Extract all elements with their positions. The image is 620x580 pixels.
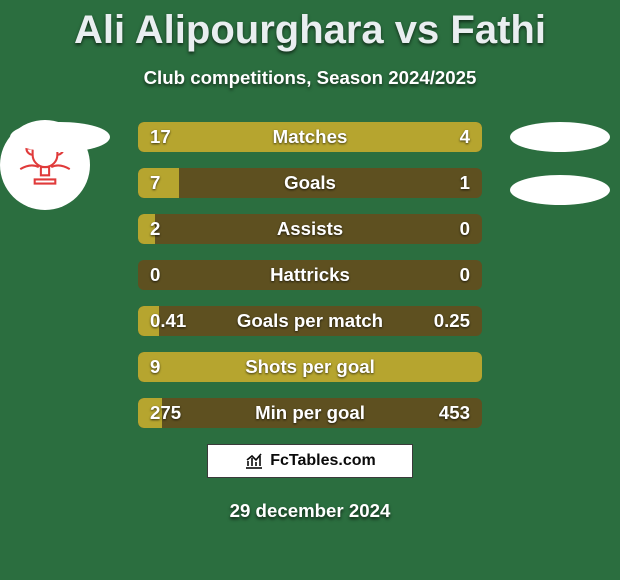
stat-bars: 174Matches 71Goals 20Assists 00Hattricks 0.4…	[138, 122, 482, 444]
source-badge: FcTables.com	[207, 444, 413, 478]
player-right-avatar	[510, 122, 610, 152]
stat-row: 275453Min per goal	[138, 398, 482, 428]
footer-date: 29 december 2024	[0, 500, 620, 522]
stat-row-label: Hattricks	[138, 260, 482, 290]
stat-row: 71Goals	[138, 168, 482, 198]
stat-row-label: Assists	[138, 214, 482, 244]
player-left-avatar	[10, 122, 110, 152]
stat-row-label: Goals per match	[138, 306, 482, 336]
team-right-avatar	[510, 175, 610, 205]
stat-row: 0.410.25Goals per match	[138, 306, 482, 336]
stat-row: 174Matches	[138, 122, 482, 152]
source-text: FcTables.com	[270, 452, 376, 470]
stat-row-label: Goals	[138, 168, 482, 198]
stat-row: 00Hattricks	[138, 260, 482, 290]
stat-row-label: Min per goal	[138, 398, 482, 428]
stat-row: 9Shots per goal	[138, 352, 482, 382]
page-subtitle: Club competitions, Season 2024/2025	[0, 67, 620, 89]
comparison-card: Ali Alipourghara vs Fathi Club competiti…	[0, 0, 620, 580]
stat-row-label: Matches	[138, 122, 482, 152]
stat-row: 20Assists	[138, 214, 482, 244]
page-title: Ali Alipourghara vs Fathi	[0, 0, 620, 53]
chart-icon	[244, 452, 264, 470]
stat-row-label: Shots per goal	[138, 352, 482, 382]
